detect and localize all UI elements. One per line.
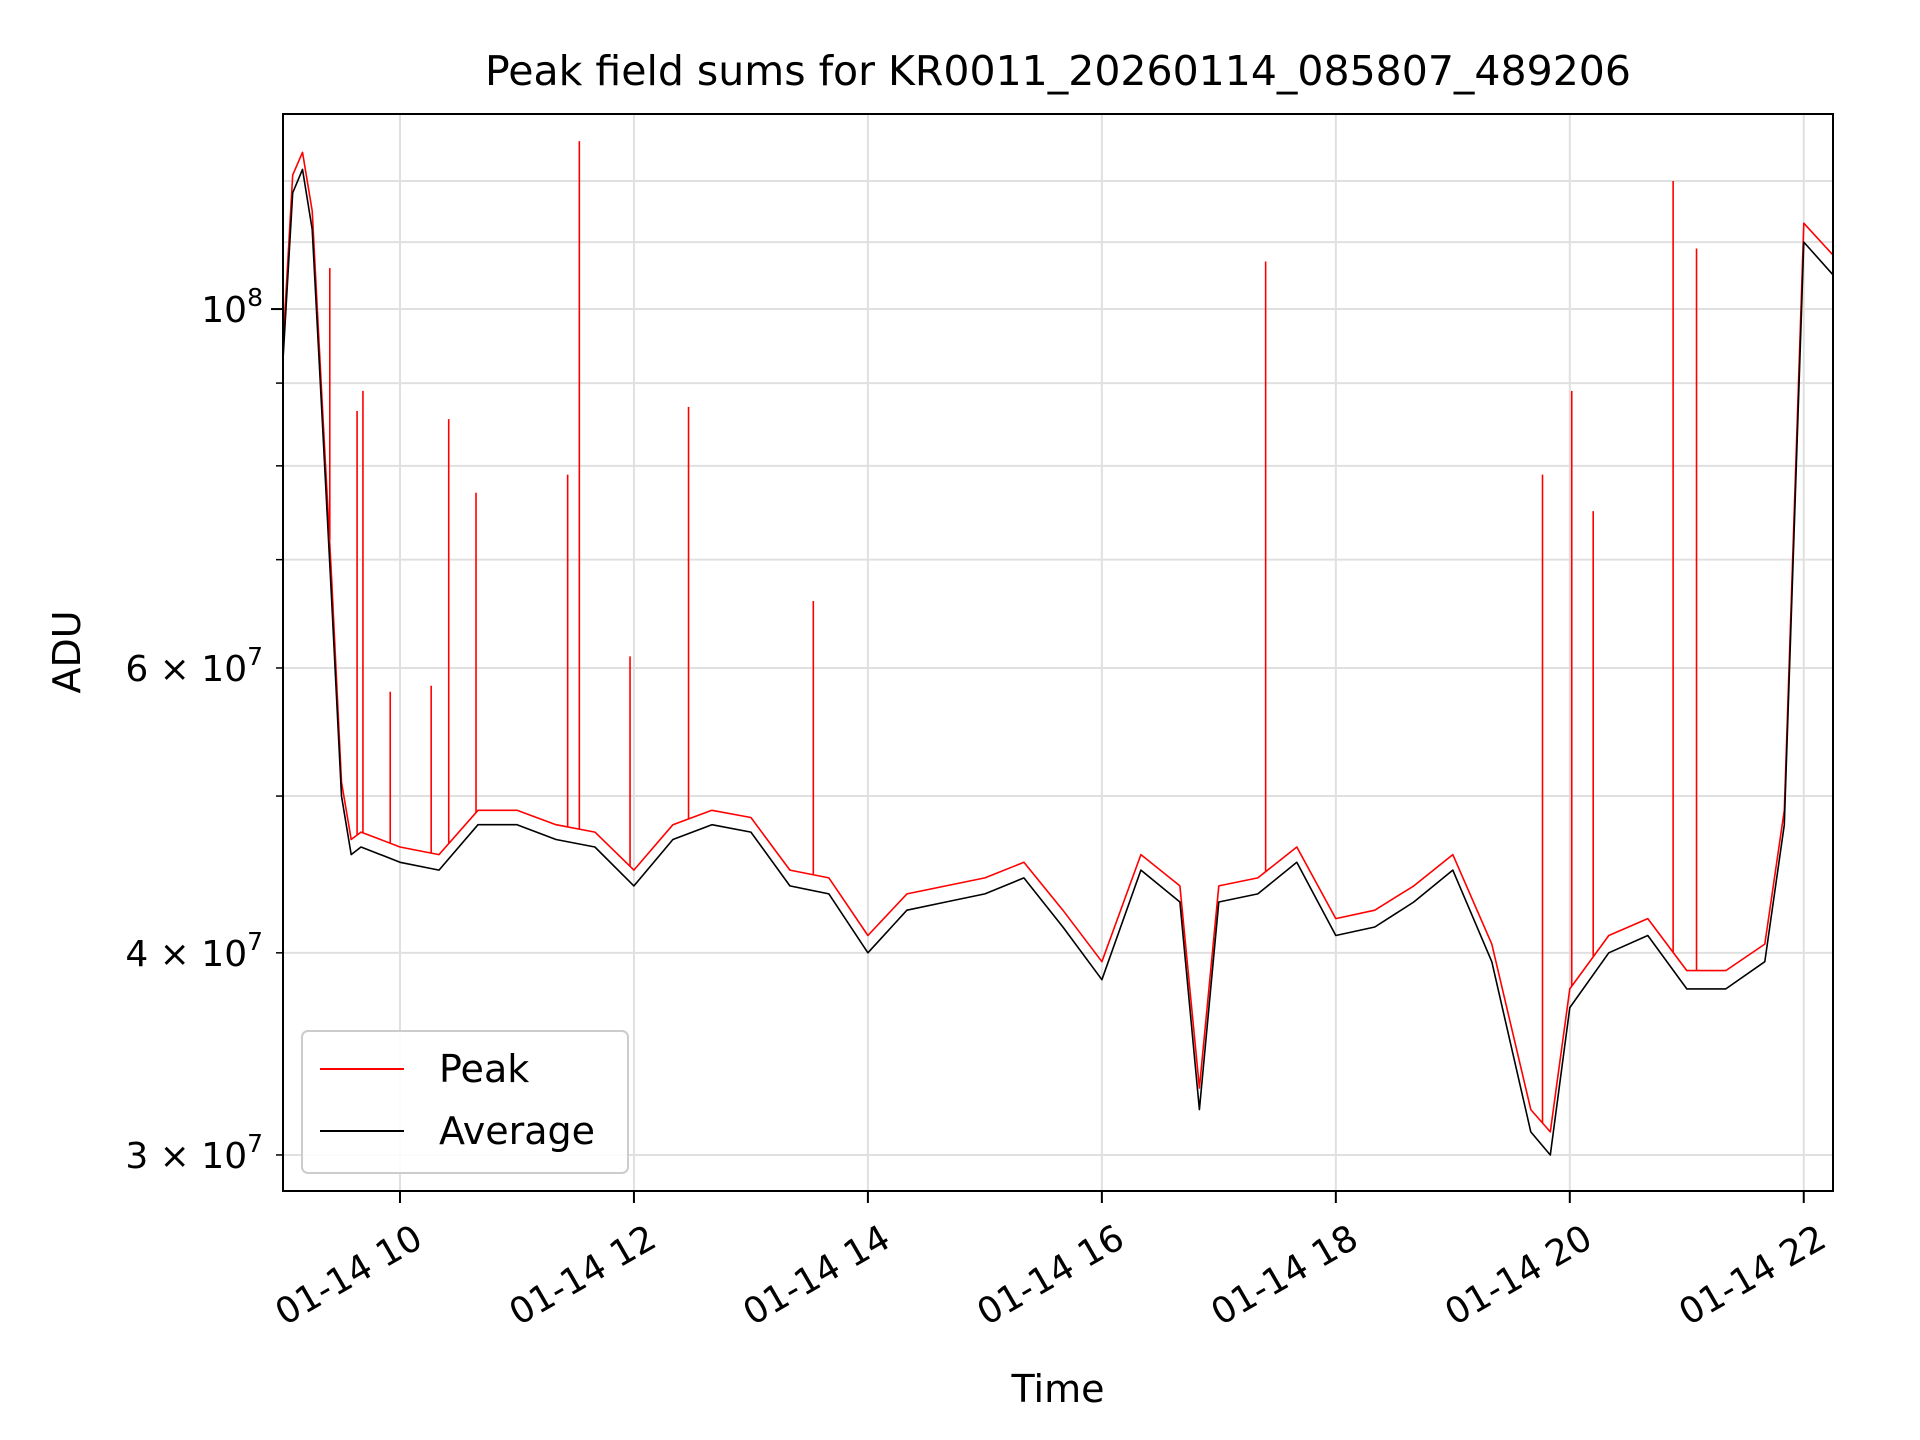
y-tick-label: 3 × 107	[125, 1129, 263, 1177]
y-tick-label: 108	[201, 283, 263, 331]
y-axis-ticks: 108 3 × 107 4 × 107 6 × 107	[125, 283, 283, 1177]
y-tick-label: 4 × 107	[125, 927, 263, 975]
legend: Peak Average	[301, 1030, 629, 1174]
plot-frame	[282, 113, 1834, 1192]
chart-title: Peak field sums for KR0011_20260114_0858…	[485, 47, 1631, 95]
grid	[283, 114, 1833, 1191]
series-group	[283, 141, 1833, 1156]
series-line-peak	[283, 151, 1833, 1133]
legend-label-average: Average	[439, 1109, 595, 1153]
legend-label-peak: Peak	[439, 1047, 529, 1091]
legend-box	[301, 1030, 629, 1174]
x-axis-label: Time	[1011, 1367, 1105, 1411]
y-axis-label: ADU	[45, 610, 89, 693]
y-tick-label: 6 × 107	[125, 642, 263, 690]
plot-series	[283, 141, 1833, 1156]
series-line-average	[283, 168, 1833, 1156]
